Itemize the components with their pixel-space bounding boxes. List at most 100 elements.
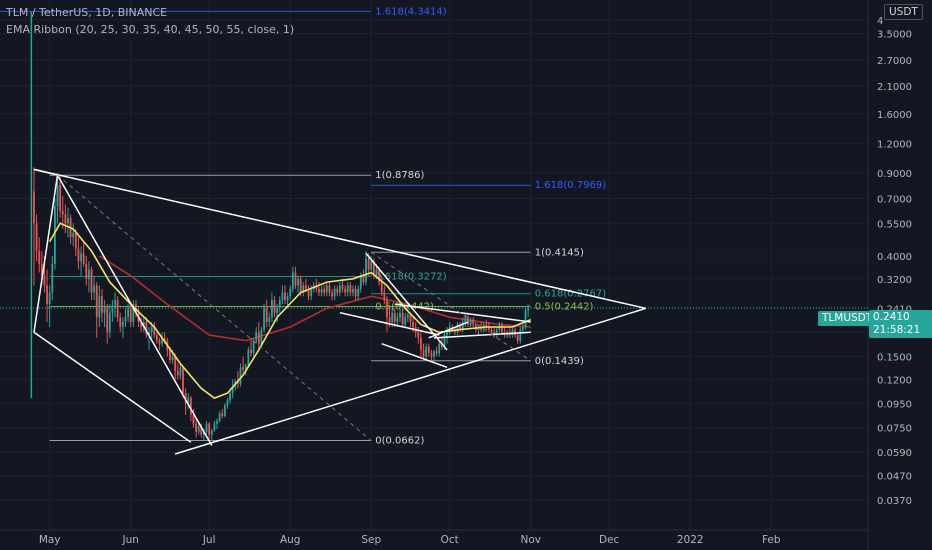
candle [435, 346, 438, 357]
fib-level-label: 1.618(4.3414) [375, 6, 447, 17]
currency-label[interactable]: USDT [884, 4, 923, 20]
candle-body [176, 371, 179, 376]
candle [524, 308, 527, 330]
candle-body [237, 381, 239, 384]
candle-body [163, 337, 166, 341]
candle-body [456, 324, 459, 333]
candle [352, 285, 354, 297]
time-tick-label: Jul [202, 534, 216, 546]
candle [433, 349, 435, 361]
candle [409, 312, 412, 328]
candle [344, 285, 347, 297]
candle [179, 363, 182, 380]
candle [325, 282, 328, 297]
candle-body [72, 233, 75, 238]
candle-body [383, 292, 386, 301]
candle-body [375, 269, 378, 276]
trendline [428, 321, 469, 339]
candle-body [150, 327, 153, 333]
candle-body [310, 288, 313, 297]
symbol-title[interactable]: TLM / TetherUS, 1D, BINANCE [6, 6, 168, 19]
candle-body [121, 322, 124, 328]
ema-slow-line [98, 255, 531, 342]
candle-body [174, 356, 177, 372]
price-tick-label: 0.0590 [877, 448, 912, 459]
candle-body [328, 285, 331, 293]
candle [420, 332, 422, 357]
trendline [33, 168, 58, 176]
candle [161, 332, 164, 347]
candle-body [331, 292, 333, 297]
candle [270, 292, 273, 323]
candle [140, 317, 143, 333]
price-tick-label: 0.0950 [877, 399, 912, 410]
candle-body [440, 343, 443, 347]
candle-body [315, 285, 318, 289]
candle-body [265, 308, 268, 323]
candle-body [524, 310, 527, 328]
candle-body [95, 285, 98, 318]
candle-body [325, 285, 328, 293]
candle [263, 304, 265, 333]
time-tick-label: Sep [361, 534, 381, 546]
price-tick-label: 1.2000 [877, 139, 912, 150]
candle [495, 327, 498, 338]
candle [469, 317, 472, 328]
candle-body [278, 300, 281, 309]
candle-body [250, 349, 252, 354]
candle-body [187, 398, 190, 404]
trendline [433, 331, 531, 339]
candle-body [521, 327, 524, 330]
candle-body [48, 292, 51, 305]
price-tick-label: 4 [877, 16, 883, 27]
candle [33, 167, 35, 286]
indicator-title[interactable]: EMA Ribbon (20, 25, 30, 35, 40, 45, 50, … [6, 23, 295, 36]
candle-body [354, 288, 357, 297]
candle [46, 269, 48, 323]
price-tick-label: 0.2410 [877, 304, 912, 315]
candle-body [208, 423, 211, 435]
candle-body [53, 206, 56, 264]
candle [399, 308, 401, 323]
time-tick-label: Aug [280, 534, 301, 546]
candle-body [469, 319, 472, 325]
candle-body [490, 329, 493, 333]
candle [383, 285, 386, 305]
candle-body [433, 351, 435, 357]
candle-body [349, 285, 352, 293]
fib-level-label: 1.618(0.7969) [535, 180, 607, 191]
candle [218, 411, 221, 423]
candle-body [90, 269, 93, 293]
candle-body [464, 317, 467, 323]
candle [302, 282, 305, 297]
price-tick-label: 0.3200 [877, 275, 912, 286]
candle-body [200, 426, 203, 435]
candle [142, 317, 145, 333]
candle [404, 312, 407, 328]
price-tick-label: 0.1200 [877, 375, 912, 386]
candle [223, 403, 226, 418]
candle-body [98, 296, 101, 318]
candle-body [393, 312, 396, 323]
candle-body [197, 426, 200, 432]
candle [255, 327, 258, 344]
candle [307, 285, 310, 301]
candle [95, 282, 98, 338]
candle [464, 312, 467, 328]
candle-body [307, 288, 310, 297]
candle-body [302, 285, 305, 293]
candle [127, 304, 130, 323]
candle-body [93, 285, 96, 293]
candle [53, 198, 56, 270]
candle-body [38, 250, 41, 264]
candle-body [255, 332, 258, 341]
trendline [174, 307, 646, 455]
candle [216, 418, 218, 430]
candle [121, 317, 124, 338]
bar-countdown: 21:58:21 [869, 323, 932, 338]
candle [521, 322, 524, 333]
candle-body [352, 288, 354, 293]
candle [74, 229, 77, 256]
candle-body [46, 285, 48, 305]
